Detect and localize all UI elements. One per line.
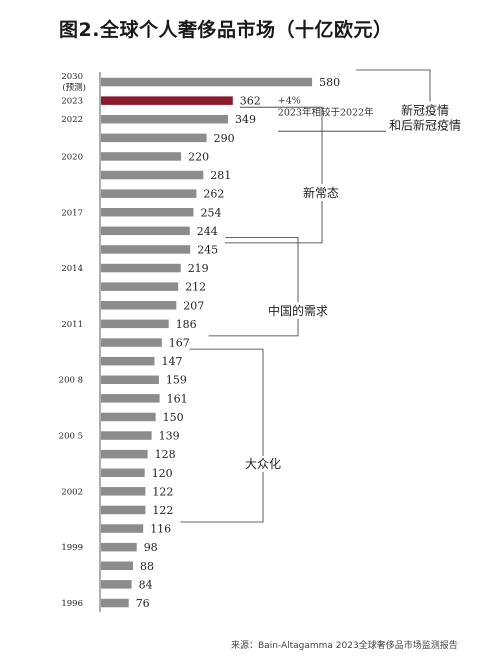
- chart-title: 图2.全球个人奢侈品市场（十亿欧元）: [59, 19, 393, 41]
- year-label: 2017: [61, 208, 83, 218]
- year-label: 2022: [61, 115, 83, 125]
- bar-value-label: 262: [203, 188, 224, 201]
- bar: [101, 170, 204, 180]
- bar-value-label: 244: [197, 225, 218, 238]
- bar: [101, 226, 190, 236]
- bar-value-label: 186: [176, 318, 197, 331]
- bar-value-label: 84: [139, 578, 153, 591]
- bar-value-label: 159: [166, 374, 187, 387]
- bar-value-label: 128: [155, 448, 176, 461]
- bar: [101, 133, 207, 143]
- year-label: 200 5: [59, 432, 83, 442]
- bar: [101, 319, 169, 329]
- year-label: 2014: [61, 264, 83, 274]
- year-label: 2011: [61, 320, 83, 330]
- bar: [101, 77, 313, 87]
- group-label: 大众化: [245, 457, 281, 471]
- change-annotation: +4%: [278, 96, 301, 107]
- bar-value-label: 245: [197, 244, 218, 257]
- group-label: 新冠疫情: [401, 103, 449, 118]
- bar: [101, 542, 137, 552]
- group-bracket: [208, 237, 299, 337]
- year-label: 2030: [61, 72, 83, 82]
- bar: [101, 394, 160, 403]
- source-note: 来源：Bain-Altagamma 2023全球奢侈品市场监测报告: [231, 641, 458, 651]
- bar-value-label: 212: [185, 281, 206, 294]
- bar-highlight: [101, 96, 233, 105]
- bar-value-label: 88: [140, 560, 154, 573]
- change-annotation-note: 2023年相较于2022年: [278, 107, 374, 119]
- bar-value-label: 281: [210, 169, 231, 182]
- year-label: 2020: [61, 152, 83, 162]
- bar: [101, 580, 132, 589]
- bar-value-label: 122: [152, 485, 173, 498]
- bar: [101, 505, 146, 515]
- year-label: 200 8: [59, 376, 83, 386]
- bar-value-label: 98: [144, 541, 158, 554]
- bar-value-label: 580: [319, 76, 340, 89]
- group-label-backdrop: [300, 184, 342, 201]
- bar: [101, 152, 182, 161]
- group-label: 中国的需求: [268, 303, 328, 318]
- year-label: 2002: [61, 487, 83, 497]
- bar-value-label: 147: [162, 355, 183, 368]
- year-label: 2023: [61, 97, 83, 107]
- bar: [101, 245, 191, 254]
- bar-value-label: 362: [240, 95, 261, 108]
- bar-value-label: 349: [235, 113, 256, 126]
- group-label-backdrop: [386, 116, 464, 134]
- bar: [101, 189, 197, 198]
- bar-value-label: 116: [150, 523, 171, 536]
- group-label-backdrop: [265, 302, 331, 319]
- bar-value-label: 167: [169, 337, 190, 350]
- bar: [101, 208, 194, 217]
- bar-value-label: 161: [167, 392, 188, 405]
- bar: [101, 412, 156, 422]
- bar: [101, 449, 148, 459]
- bar-value-label: 139: [159, 430, 180, 443]
- bar-value-label: 220: [188, 150, 209, 163]
- bar: [101, 263, 181, 273]
- year-label: 1999: [61, 543, 83, 553]
- bar-value-label: 150: [163, 411, 184, 424]
- group-bracket: [180, 348, 264, 523]
- group-label: 新常态: [303, 185, 339, 200]
- group-bracket: [224, 106, 323, 244]
- group-label: 和后新冠疫情: [389, 118, 461, 133]
- bar-value-label: 219: [188, 262, 209, 275]
- bar: [101, 375, 159, 384]
- bar: [101, 524, 144, 533]
- bar: [101, 338, 162, 347]
- group-label-backdrop: [242, 456, 284, 472]
- bar: [101, 431, 152, 440]
- bar-value-label: 76: [136, 597, 150, 610]
- bar-value-label: 120: [152, 467, 173, 480]
- bar-value-label: 290: [214, 132, 235, 145]
- bar: [101, 487, 146, 496]
- bar: [101, 282, 179, 291]
- bar-value-label: 207: [183, 299, 204, 312]
- bar-value-label: 254: [201, 206, 222, 219]
- bar-value-label: 122: [152, 504, 173, 517]
- year-sublabel: (预测): [62, 82, 86, 93]
- bar: [101, 356, 155, 366]
- group-bracket: [278, 69, 431, 132]
- bar: [101, 115, 228, 124]
- year-label: 1996: [61, 599, 83, 609]
- bar: [101, 598, 129, 608]
- bar: [101, 301, 177, 310]
- group-label-backdrop: [398, 101, 452, 119]
- bar: [101, 468, 145, 477]
- bar: [101, 561, 133, 570]
